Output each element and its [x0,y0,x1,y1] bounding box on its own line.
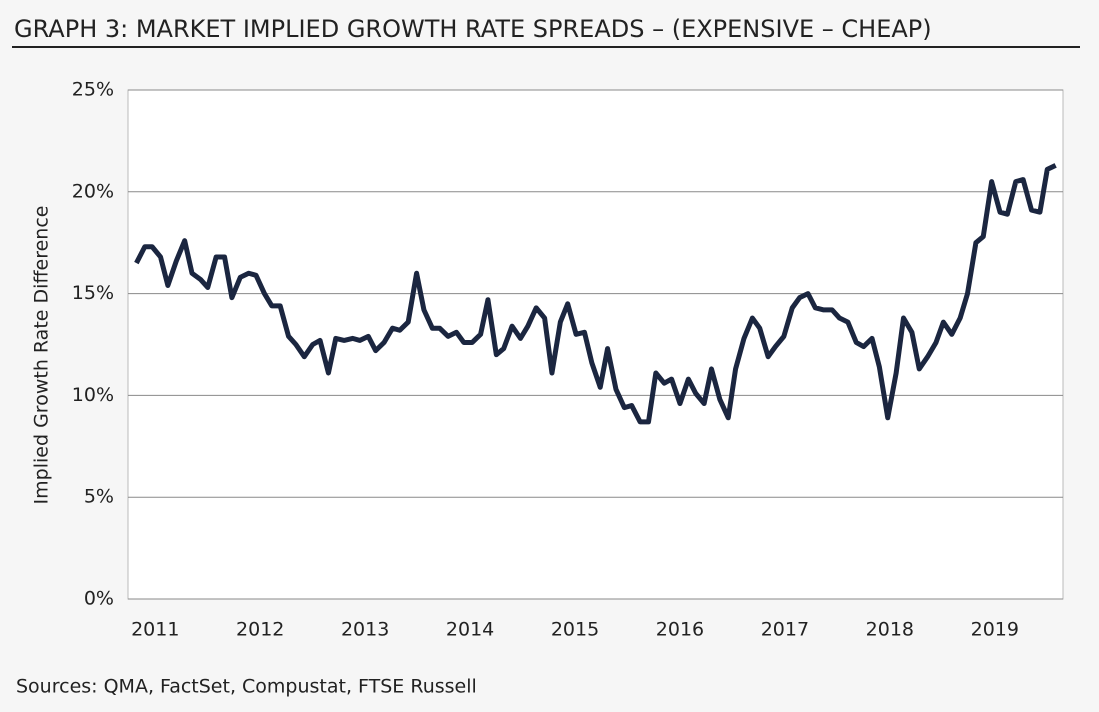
y-tick-label: 25% [72,79,114,101]
x-tick-label: 2012 [236,619,284,641]
y-tick-label: 15% [72,282,114,304]
y-tick-label: 10% [72,384,114,406]
y-tick-label: 0% [84,588,114,610]
plot-area [127,89,1064,600]
data-line [134,163,1057,425]
y-tick-label: 20% [72,180,114,202]
x-tick-label: 2018 [866,619,914,641]
x-tick-label: 2017 [761,619,809,641]
y-axis-label: Implied Growth Rate Difference [31,206,53,505]
x-tick-label: 2011 [131,619,179,641]
x-tick-label: 2014 [446,619,494,641]
x-tick-label: 2015 [551,619,599,641]
x-tick-label: 2019 [971,619,1019,641]
y-tick-label: 5% [84,486,114,508]
source-note: Sources: QMA, FactSet, Compustat, FTSE R… [16,676,477,698]
x-tick-label: 2013 [341,619,389,641]
x-tick-label: 2016 [656,619,704,641]
chart-title: GRAPH 3: MARKET IMPLIED GROWTH RATE SPRE… [14,15,932,43]
